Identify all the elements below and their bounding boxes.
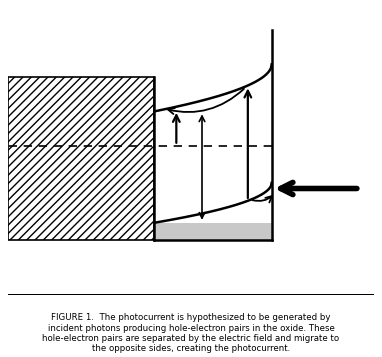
Text: FIGURE 1.  The photocurrent is hypothesized to be generated by
incident photons : FIGURE 1. The photocurrent is hypothesiz… <box>42 313 340 353</box>
FancyArrowPatch shape <box>168 89 244 114</box>
Bar <box>8 77 154 240</box>
Bar <box>154 223 272 240</box>
FancyArrowPatch shape <box>253 196 272 202</box>
